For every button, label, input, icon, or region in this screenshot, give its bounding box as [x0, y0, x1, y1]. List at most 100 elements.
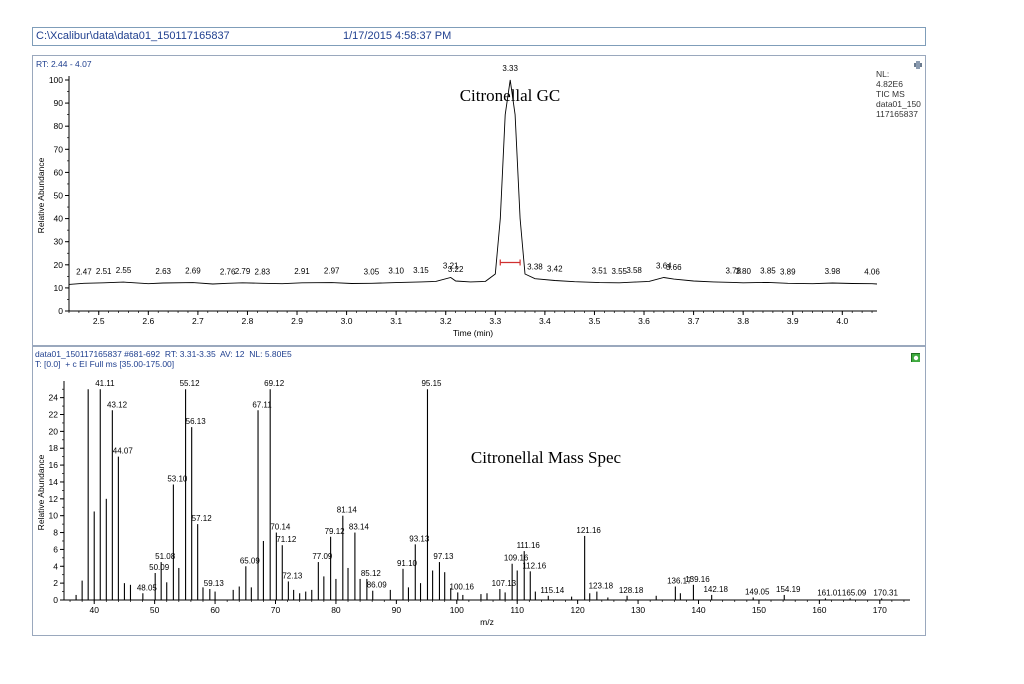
rt-peak-label: 3.21 [443, 262, 459, 271]
y-tick-label: 24 [49, 393, 59, 403]
mz-peak-label: 55.12 [180, 379, 201, 388]
mz-peak-label: 41.11 [95, 379, 115, 388]
mz-peak-label: 57.12 [192, 514, 213, 523]
x-tick-label: 3.7 [688, 316, 700, 326]
mz-peak-label: 85.12 [361, 569, 382, 578]
y-tick-label: 10 [49, 511, 59, 521]
scan-info-line-1: data01_150117165837 #681-692 RT: 3.31-3.… [35, 349, 292, 359]
x-tick-label: 120 [571, 605, 585, 615]
y-tick-label: 22 [49, 410, 59, 420]
x-tick-label: 170 [873, 605, 887, 615]
pin-icon[interactable] [913, 60, 922, 69]
nl-line-1: NL: [876, 69, 890, 79]
mz-peak-label: 123.18 [589, 582, 614, 591]
ms-chart-title: Citronellal Mass Spec [471, 448, 622, 467]
rt-peak-label: 2.91 [294, 267, 310, 276]
mz-peak-label: 79.12 [325, 527, 346, 536]
rt-peak-label: 3.55 [611, 267, 627, 276]
rt-peak-label: 2.47 [76, 267, 92, 276]
chromatogram-pane[interactable]: RT: 2.44 - 4.07 NL: 4.82E6 TIC MS data01… [32, 55, 926, 346]
rt-peak-label: 3.80 [735, 267, 751, 276]
mz-peak-label: 115.14 [540, 586, 564, 595]
rt-peak-label: 3.05 [364, 267, 380, 276]
acquisition-datetime-label: 1/17/2015 4:58:37 PM [343, 30, 452, 42]
mz-peak-label: 48.05 [137, 583, 158, 592]
y-tick-label: 90 [54, 98, 64, 108]
x-tick-label: 90 [392, 605, 402, 615]
x-tick-label: 2.7 [192, 316, 204, 326]
mz-peak-label: 86.09 [367, 581, 388, 590]
mz-peak-label: 83.14 [349, 523, 370, 532]
mz-peak-label: 149.05 [745, 587, 770, 596]
x-axis-title: Time (min) [453, 328, 493, 338]
y-tick-label: 20 [54, 260, 64, 270]
rt-peak-label: 2.97 [324, 267, 340, 276]
x-tick-label: 3.8 [737, 316, 749, 326]
rt-peak-label: 2.69 [185, 267, 201, 276]
rt-peak-label: 3.33 [502, 64, 518, 73]
mz-peak-label: 139.16 [685, 575, 710, 584]
y-tick-label: 10 [54, 283, 64, 293]
rt-peak-label: 2.83 [255, 267, 271, 276]
y-tick-label: 18 [49, 443, 59, 453]
mz-peak-label: 97.13 [433, 552, 454, 561]
rt-peak-label: 2.63 [155, 267, 171, 276]
normalization-info: NL: 4.82E6 TIC MS data01_150 117165837 [876, 69, 926, 119]
rt-peak-label: 3.42 [547, 265, 563, 274]
mz-peak-label: 161.01 [817, 588, 842, 597]
scan-info-line-2: T: [0.0] + c EI Full ms [35.00-175.00] [35, 359, 175, 369]
rt-peak-label: 3.51 [592, 267, 608, 276]
mz-peak-label: 81.14 [337, 506, 358, 515]
nl-line-4: data01_150 [876, 99, 921, 109]
x-tick-label: 150 [752, 605, 766, 615]
rt-range-label: RT: 2.44 - 4.07 [36, 59, 92, 69]
mz-peak-label: 51.08 [155, 552, 176, 561]
x-tick-label: 100 [450, 605, 464, 615]
x-tick-label: 3.1 [390, 316, 402, 326]
mz-peak-label: 121.16 [576, 526, 601, 535]
mz-peak-label: 107.13 [492, 579, 517, 588]
y-tick-label: 50 [54, 191, 64, 201]
mz-peak-label: 111.16 [517, 541, 541, 550]
mz-peak-label: 165.09 [842, 588, 867, 597]
nl-line-2: 4.82E6 [876, 79, 903, 89]
mz-peak-label: 71.12 [276, 535, 297, 544]
y-tick-label: 60 [54, 167, 64, 177]
file-header-bar: C:\Xcalibur\data\data01_150117165837 1/1… [32, 27, 926, 46]
x-tick-label: 3.9 [787, 316, 799, 326]
rt-peak-label: 3.64 [656, 262, 672, 271]
mz-peak-label: 95.15 [421, 379, 442, 388]
status-icon[interactable] [911, 353, 920, 362]
mz-peak-label: 154.19 [776, 585, 801, 594]
y-tick-label: 40 [54, 214, 64, 224]
mz-peak-label: 112.16 [522, 561, 546, 570]
mass-spectrum-pane[interactable]: data01_150117165837 #681-692 RT: 3.31-3.… [32, 346, 926, 636]
x-tick-label: 2.5 [93, 316, 105, 326]
x-tick-label: 3.0 [341, 316, 353, 326]
rt-peak-label: 3.66 [666, 263, 682, 272]
y-tick-label: 4 [53, 561, 58, 571]
rt-peak-label: 2.79 [235, 267, 251, 276]
rt-peak-label: 3.10 [388, 267, 404, 276]
x-tick-label: 3.4 [539, 316, 551, 326]
y-tick-label: 2 [53, 578, 58, 588]
mz-peak-label: 59.13 [204, 579, 225, 588]
y-tick-label: 8 [53, 528, 58, 538]
rt-peak-label: 3.38 [527, 263, 543, 272]
y-tick-label: 70 [54, 144, 64, 154]
x-tick-label: 3.6 [638, 316, 650, 326]
x-tick-label: 2.8 [242, 316, 254, 326]
tic-trace [68, 79, 878, 285]
nl-line-3: TIC MS [876, 89, 905, 99]
mz-peak-label: 69.12 [264, 379, 285, 388]
x-tick-label: 70 [271, 605, 281, 615]
x-tick-label: 3.5 [589, 316, 601, 326]
mz-peak-label: 91.10 [397, 559, 418, 568]
rt-peak-label: 3.85 [760, 266, 776, 275]
x-tick-label: 2.9 [291, 316, 303, 326]
gc-chart-title: Citronellal GC [460, 86, 561, 105]
rt-peak-label: 3.58 [626, 266, 642, 275]
mz-peak-label: 136.17 [667, 577, 692, 586]
y-tick-label: 0 [53, 595, 58, 605]
